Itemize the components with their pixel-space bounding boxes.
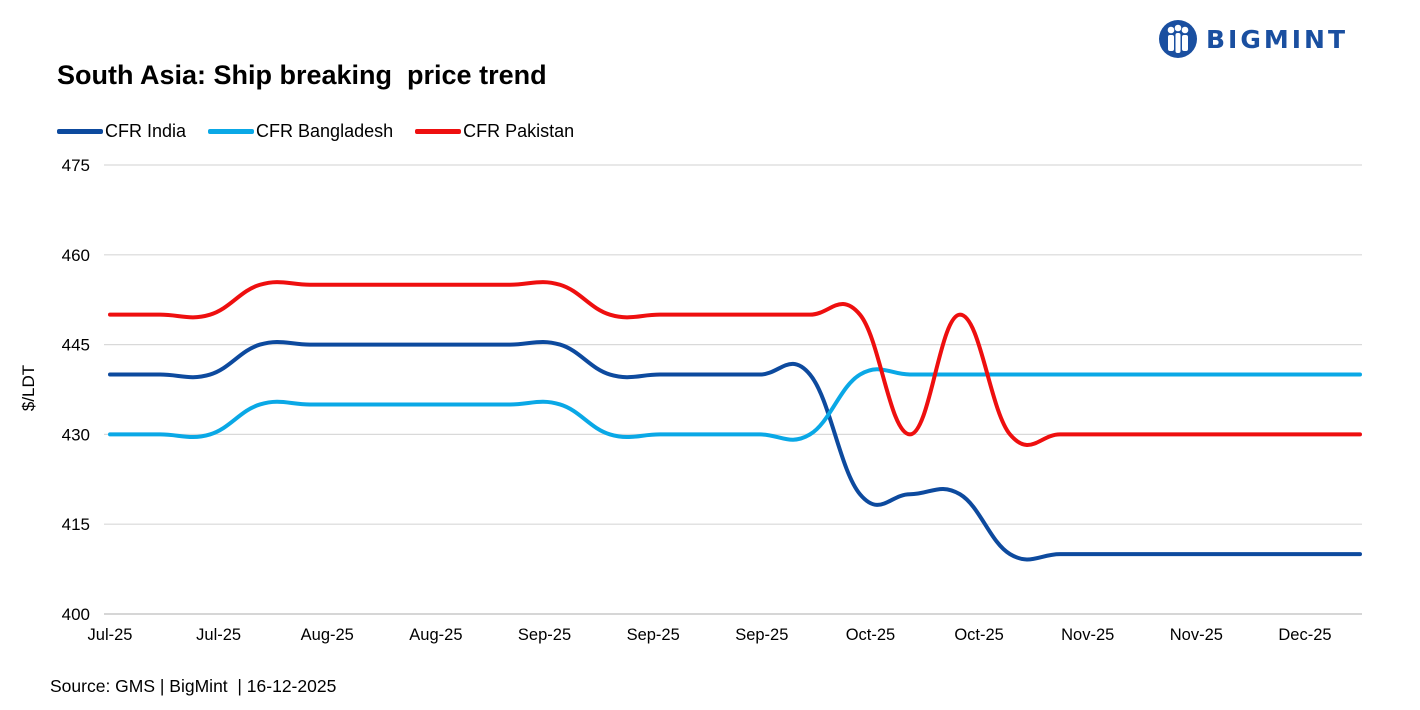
- series-line-cfr-pakistan: [108, 280, 1362, 448]
- x-tick-label: Jul-25: [196, 626, 241, 644]
- chart-legend: CFR India CFR Bangladesh CFR Pakistan: [57, 121, 596, 142]
- x-tick-label: Aug-25: [409, 626, 462, 644]
- source-note: Source: GMS | BigMint | 16-12-2025: [50, 676, 337, 696]
- legend-item-cfr-bangladesh: CFR Bangladesh: [208, 121, 393, 142]
- series-line-cfr-bangladesh: [108, 367, 1362, 442]
- x-tick-label: Oct-25: [846, 626, 896, 644]
- x-tick-label: Sep-25: [518, 626, 571, 644]
- x-tick-label: Oct-25: [954, 626, 1004, 644]
- legend-label: CFR India: [105, 121, 187, 141]
- x-tick-label: Nov-25: [1061, 626, 1114, 644]
- x-tick-label: Dec-25: [1278, 626, 1331, 644]
- bigmint-emblem-icon: [1159, 20, 1197, 58]
- chart-gridlines: [104, 164, 1362, 615]
- legend-swatch: [415, 129, 462, 134]
- legend-swatch: [57, 129, 103, 134]
- y-tick-label: 445: [62, 336, 90, 355]
- legend-label: CFR Bangladesh: [256, 121, 394, 141]
- y-tick-label: 415: [62, 515, 90, 534]
- y-tick-label: 400: [62, 605, 90, 624]
- legend-swatch: [208, 129, 255, 134]
- legend-label: CFR Pakistan: [463, 121, 575, 141]
- x-tick-label: Aug-25: [301, 626, 354, 644]
- y-tick-label: 460: [62, 246, 90, 265]
- brand-logo: BIGMINT: [1158, 18, 1348, 60]
- x-tick-label: Sep-25: [735, 626, 788, 644]
- series-line-cfr-india: [108, 339, 1362, 562]
- x-tick-label: Nov-25: [1170, 626, 1223, 644]
- chart-title: South Asia: Ship breaking price trend: [57, 60, 547, 90]
- chart-series-lines: [108, 280, 1362, 562]
- y-axis-label: $/LDT: [19, 365, 38, 411]
- y-tick-label: 430: [62, 425, 90, 444]
- x-tick-label: Jul-25: [88, 626, 133, 644]
- legend-item-cfr-india: CFR India: [57, 121, 186, 142]
- y-tick-label: 475: [62, 156, 90, 175]
- y-axis: 400 415 430 445 460 475: [62, 156, 90, 624]
- legend-item-cfr-pakistan: CFR Pakistan: [415, 121, 574, 142]
- x-axis: Jul-25 Jul-25 Aug-25 Aug-25 Sep-25 Sep-25 Sep-…: [88, 626, 1332, 644]
- brand-name: BIGMINT: [1206, 24, 1349, 54]
- x-tick-label: Sep-25: [627, 626, 680, 644]
